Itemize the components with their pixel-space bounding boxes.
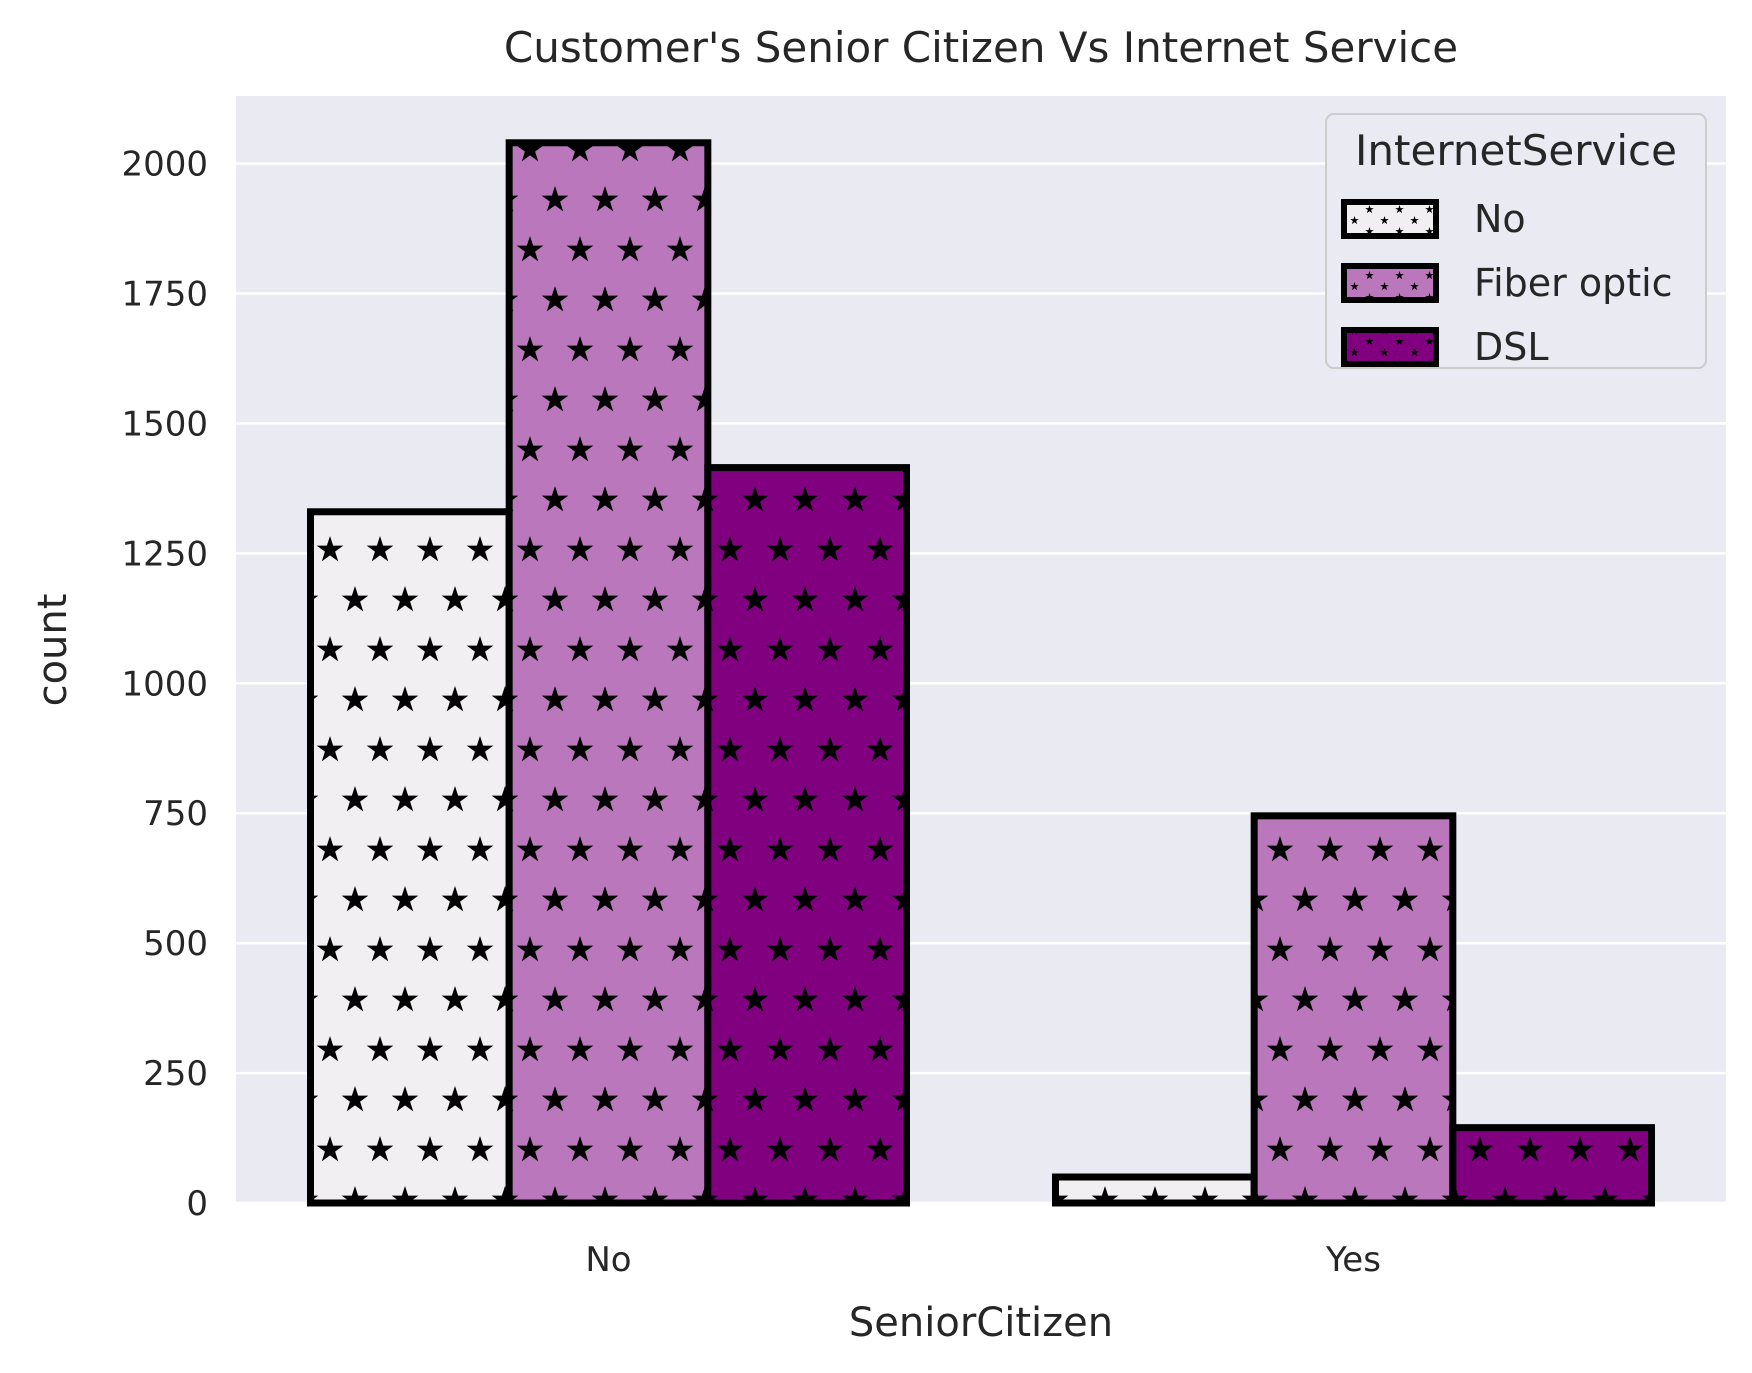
y-tick-label: 250 [143,1054,208,1094]
y-tick-label: 0 [186,1184,208,1224]
chart-title: Customer's Senior Citizen Vs Internet Se… [504,23,1458,72]
y-tick-label: 1000 [121,664,208,704]
y-axis-title: count [30,594,76,707]
legend-swatch-hatch [1344,330,1436,364]
bar-hatch [1254,815,1453,1203]
legend-swatch-hatch [1344,266,1436,300]
y-tick-label: 1250 [121,534,208,574]
legend-label: No [1474,197,1526,241]
y-tick-label: 1500 [121,404,208,444]
y-tick-label: 500 [143,924,208,964]
legend: InternetService No Fiber optic DSL [1325,113,1707,369]
y-axis-ticks: 0 250 500 750 1000 1250 1500 1750 2000 [121,145,208,1224]
legend-title: InternetService [1355,126,1677,175]
bar-hatch [509,142,708,1203]
legend-swatch-hatch [1344,202,1436,236]
y-tick-label: 750 [143,794,208,834]
bars [307,139,1656,1207]
bar-outline [1250,812,1457,1207]
legend-items: No Fiber optic DSL [1341,197,1673,369]
bar-outline [1449,1124,1656,1207]
bar-hatch [707,467,907,1203]
bar-outline [704,464,910,1207]
x-axis-ticks: No Yes [585,1240,1381,1280]
x-tick-label: Yes [1325,1240,1381,1280]
x-tick-label: No [585,1240,631,1280]
y-tick-label: 2000 [121,145,208,185]
legend-label: DSL [1474,325,1549,369]
bar-hatch [310,511,510,1203]
x-axis-title: SeniorCitizen [849,1300,1113,1346]
y-tick-label: 1750 [121,274,208,314]
bar-hatch [1055,1177,1255,1203]
legend-frame [1325,113,1707,369]
bar-hatch [1452,1127,1652,1203]
legend-label: Fiber optic [1474,261,1673,305]
